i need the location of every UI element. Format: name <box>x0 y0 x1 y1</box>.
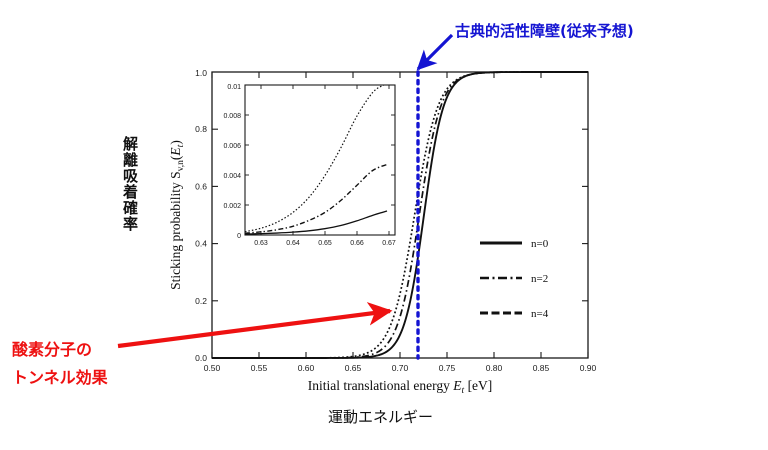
x-tick-label: 0.55 <box>251 363 268 373</box>
y-tick-label: 0.0 <box>195 353 207 363</box>
y-tick-label: 0.2 <box>195 296 207 306</box>
y-axis-title-main: Sticking probability S <box>168 171 183 290</box>
x-tick-label: 0.80 <box>486 363 503 373</box>
svg-text:Sticking probability Sv,n(Et): Sticking probability Sv,n(Et) <box>168 140 186 290</box>
y-tick-label: 0.6 <box>195 181 207 191</box>
inset-y-tick-label: 0 <box>237 233 241 240</box>
y-axis-title: Sticking probability Sv,n(Et) <box>168 140 186 290</box>
y-tick-label: 0.8 <box>195 124 207 134</box>
x-axis-title-subscript: t <box>462 386 465 396</box>
x-tick-label: 0.50 <box>204 363 221 373</box>
inset-curve-n0 <box>244 210 388 235</box>
inset-curve-n2 <box>244 163 388 234</box>
legend-label-n0: n=0 <box>531 238 549 250</box>
annotation-tunnel-label-line1: 酸素分子の <box>12 340 93 359</box>
x-axis-ticks <box>211 72 589 358</box>
x-tick-label: 0.60 <box>298 363 315 373</box>
inset-plot-frame <box>244 84 396 236</box>
x-tick-label: 0.90 <box>580 363 597 373</box>
inset-x-tick-label: 0.65 <box>318 240 332 247</box>
classical-barrier-arrow <box>416 33 454 71</box>
y-axis-title-paren-close: ) <box>168 140 183 145</box>
annotation-tunnel-label-line2: トンネル効果 <box>12 368 108 387</box>
inset-curve-n4 <box>244 84 385 233</box>
legend-label-n4: n=4 <box>531 308 549 320</box>
y-tick-label: 1.0 <box>195 68 207 78</box>
y-axis-title-tail-symbol: E <box>168 147 183 157</box>
inset-ticks <box>245 85 395 236</box>
inset-x-tick-label: 0.66 <box>350 240 364 247</box>
inset-y-tick-label: 0.002 <box>223 203 241 210</box>
svg-text:Initial translational energy E: Initial translational energy Et [eV] <box>308 378 493 396</box>
inset-x-tick-label: 0.63 <box>254 240 268 247</box>
annotation-classical-barrier-label: 古典的活性障壁(従来予想) <box>455 22 634 40</box>
inset-y-tick-labels: 0 0.002 0.004 0.006 0.008 0.01 <box>223 84 241 240</box>
inset-x-tick-label: 0.64 <box>286 240 300 247</box>
x-tick-label: 0.65 <box>345 363 362 373</box>
x-tick-labels: 0.50 0.55 0.60 0.65 0.70 0.75 0.80 0.85 … <box>204 363 597 373</box>
y-axis-japanese-label: 解離吸着確率 <box>121 136 139 232</box>
x-axis-japanese-caption: 運動エネルギー <box>328 408 434 426</box>
x-axis-title-symbol: E <box>452 378 462 393</box>
legend-label-n2: n=2 <box>531 273 548 285</box>
y-tick-labels: 0.0 0.2 0.4 0.6 0.8 1.0 <box>195 68 207 363</box>
legend: n=0 n=2 n=4 <box>480 238 549 320</box>
inset-curves <box>244 84 388 235</box>
y-axis-title-paren-open: ( <box>168 155 183 160</box>
x-tick-label: 0.70 <box>392 363 409 373</box>
x-axis-title-unit: [eV] <box>464 378 492 393</box>
inset-x-tick-label: 0.67 <box>382 240 396 247</box>
y-tick-label: 0.4 <box>195 239 207 249</box>
y-axis-title-tail-subscript: t <box>176 144 186 147</box>
inset-x-tick-labels: 0.63 0.64 0.65 0.66 0.67 <box>254 240 396 247</box>
inset-y-tick-label: 0.008 <box>223 113 241 120</box>
inset-y-tick-label: 0.004 <box>223 173 241 180</box>
x-axis-title-main: Initial translational energy <box>308 378 454 393</box>
tunnel-effect-arrow <box>117 302 393 349</box>
curve-n2 <box>212 71 588 359</box>
x-axis-title: Initial translational energy Et [eV] <box>308 378 493 396</box>
x-tick-label: 0.85 <box>533 363 550 373</box>
y-axis-title-subscript: v,n <box>176 160 186 172</box>
main-curves <box>212 71 588 359</box>
inset-y-tick-label: 0.01 <box>227 84 241 91</box>
inset-y-tick-label: 0.006 <box>223 143 241 150</box>
x-tick-label: 0.75 <box>439 363 456 373</box>
